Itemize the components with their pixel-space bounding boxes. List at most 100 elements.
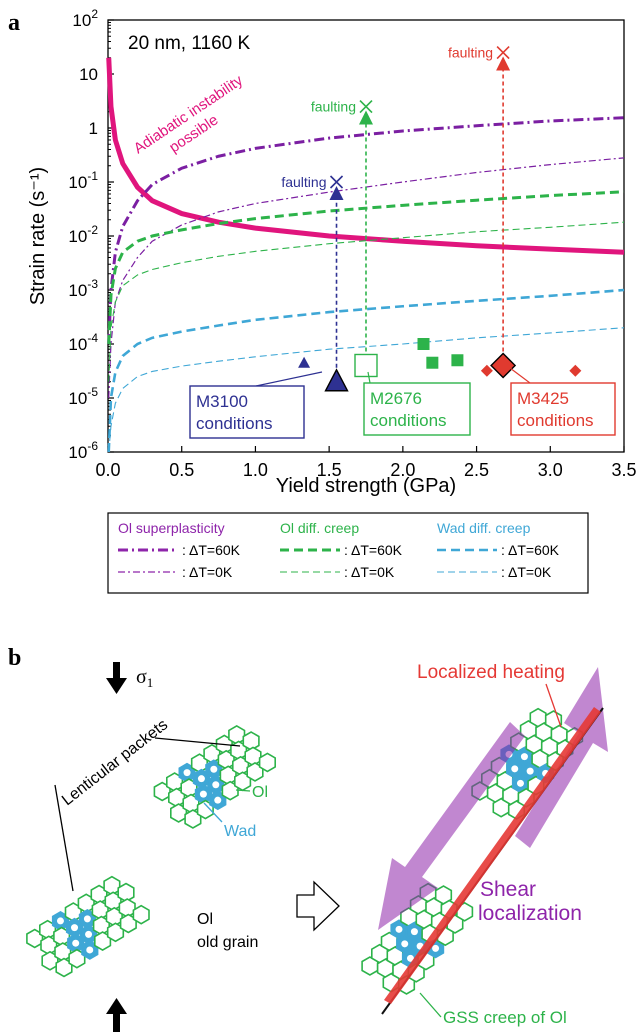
main-marker-triangle	[324, 368, 349, 392]
condition-leader	[367, 371, 371, 384]
wad-grain-core	[210, 765, 218, 773]
wad-grain-core	[71, 924, 79, 932]
x-tick-label: 1.5	[317, 460, 342, 480]
y-tick-label: 10-1	[68, 169, 98, 192]
sigma-bottom	[106, 998, 127, 1032]
wad-grain-core	[85, 930, 93, 938]
ol-grain	[228, 724, 246, 745]
wad-leader	[203, 802, 223, 823]
x-axis-label: Yield strength (GPa)	[276, 475, 456, 497]
ol-grain	[103, 875, 121, 896]
wad-grain-core	[520, 753, 528, 761]
chart-legend: Ol superplasticity : ΔT=60K : ΔT=0K Ol diff…	[107, 512, 589, 594]
faulting-marker	[329, 175, 344, 189]
condition-sub-label: conditions	[370, 411, 447, 430]
main-marker-diamond	[490, 352, 517, 379]
condition-leader	[255, 371, 323, 387]
shear-label-2: localization	[478, 902, 582, 925]
legend-title: Ol diff. creep	[280, 520, 359, 536]
wad-grain-core	[511, 765, 519, 773]
main-marker-square	[354, 353, 378, 378]
faulting-label: faulting	[281, 174, 326, 190]
sigma-arrow-bottom-head	[106, 998, 127, 1014]
condition-sub-label: conditions	[517, 411, 594, 430]
condition-box	[363, 382, 471, 436]
condition-box	[510, 382, 616, 436]
legend-entry: : ΔT=0K	[501, 564, 552, 580]
wad-grain-core	[197, 775, 205, 783]
x-tick-label: 0.5	[169, 460, 194, 480]
wad-grain-core	[72, 939, 80, 947]
ol-label: Ol	[252, 784, 268, 801]
condition-sample-name: M2676	[370, 389, 422, 408]
wad-grain-core	[183, 769, 191, 777]
lenticular-leader-2	[54, 784, 74, 892]
lenticular-packets-right	[361, 707, 584, 995]
legend-title: Ol superplasticity	[118, 520, 225, 536]
data-marker	[298, 356, 311, 368]
x-tick-label: 3.0	[538, 460, 563, 480]
y-axis-label: Strain rate (s⁻¹)	[27, 167, 49, 305]
y-tick-label: 10-2	[68, 223, 98, 246]
lenticular-packets-left	[26, 724, 277, 978]
data-marker	[451, 354, 464, 367]
wad-grain-core	[83, 915, 91, 923]
series-line-3	[107, 190, 625, 345]
series-line-1	[107, 116, 625, 345]
wad-grain-core	[410, 928, 418, 936]
lenticular-leader-1	[154, 737, 241, 747]
data-marker	[569, 364, 582, 377]
wad-grain-core	[401, 940, 409, 948]
y-tick-label: 1	[89, 119, 98, 138]
x-tick-label: 1.0	[243, 460, 268, 480]
data-marker	[417, 338, 430, 350]
wad-grain-core	[395, 925, 403, 933]
x-tick-label: 3.5	[611, 460, 636, 480]
panel-a-letter: a	[8, 10, 20, 36]
panel-b-letter: b	[8, 645, 21, 671]
sigma-arrow-top-shaft	[113, 662, 120, 678]
shear-arrow-left	[378, 722, 525, 930]
series-line-6	[108, 327, 625, 453]
y-tick-label: 10-3	[68, 277, 98, 300]
gss-creep-label: GSS creep of Ol	[443, 1008, 567, 1027]
condition-sample-name: M3425	[517, 389, 569, 408]
sigma-arrow-top-head	[106, 678, 127, 694]
sigma-top: σ1	[106, 662, 153, 694]
data-marker	[480, 364, 493, 377]
faulting-marker	[496, 45, 510, 60]
transition-arrow	[296, 880, 340, 932]
sample-markers: faulting M3100 conditions faulting M2676 cond…	[189, 45, 616, 439]
sigma-symbol: σ1	[136, 666, 153, 690]
fault-arrow-head	[329, 186, 344, 200]
x-tick-label: 2.0	[390, 460, 415, 480]
legend-box	[107, 512, 589, 594]
ol-grain	[258, 752, 277, 773]
legend-entry: : ΔT=60K	[344, 542, 403, 558]
y-tick-label: 10-6	[68, 439, 98, 462]
wad-grain-core	[214, 796, 222, 804]
legend-entry: : ΔT=60K	[182, 542, 241, 558]
y-tick-label: 10-5	[68, 385, 98, 408]
wad-grain-core	[432, 944, 440, 952]
series-line-4	[108, 221, 625, 382]
sigma-arrow-bottom-shaft	[113, 1013, 120, 1032]
wad-grain-core	[56, 917, 64, 925]
localized-heating-label: Localized heating	[417, 662, 565, 683]
wad-grain-core	[199, 790, 207, 798]
ol-leader	[235, 789, 251, 792]
chart-curves	[106, 57, 625, 453]
y-tick-label: 10	[79, 65, 98, 84]
legend-entry: : ΔT=0K	[182, 564, 233, 580]
legend-entry: : ΔT=0K	[344, 564, 395, 580]
wad-grain-core	[406, 954, 414, 962]
wad-grain-core	[516, 779, 524, 787]
condition-leader	[509, 367, 531, 384]
data-marker	[426, 356, 439, 369]
localized-heating-band	[384, 707, 601, 1004]
gss-leader	[419, 992, 442, 1018]
old-grain-label-2: old grain	[197, 934, 258, 951]
shear-label-1: Shear	[480, 878, 536, 901]
y-tick-label: 10-4	[68, 331, 98, 354]
